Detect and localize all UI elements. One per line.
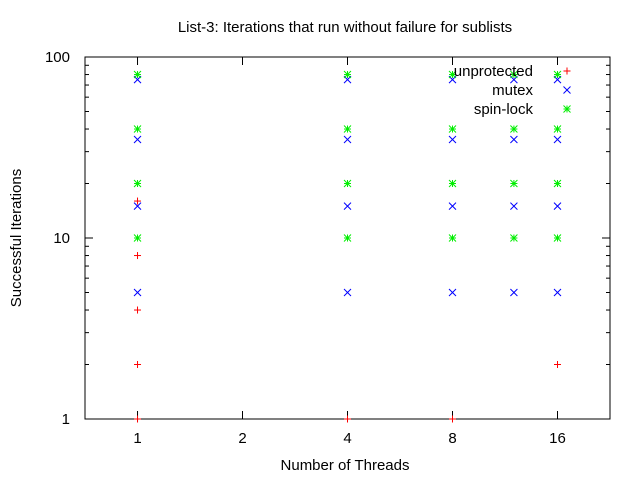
legend-marker [563,67,571,75]
spin-lock-point [133,179,142,188]
x-axis-label: Number of Threads [281,457,410,474]
spin-lock-point [343,234,352,242]
mutex-point [448,202,457,210]
mutex-point [553,135,562,144]
unprotected-point [134,306,142,314]
mutex-point [553,288,562,297]
spin-lock-point [510,125,518,133]
x-tick-label: 16 [549,430,566,447]
y-tick-label: 10 [53,230,70,247]
spin-lock-point [510,70,518,79]
spin-lock-point [343,179,352,188]
legend-marker [563,86,571,94]
mutex-point [448,135,457,144]
mutex-point [133,202,142,210]
spin-lock-point [133,125,142,133]
legend-label: spin-lock [474,101,534,118]
unprotected-point [344,415,352,423]
mutex-point [343,288,352,297]
spin-lock-point [343,70,352,79]
legend: unprotected mutex spin-lock [454,63,571,118]
unprotected-point [134,415,142,423]
mutex-point [133,288,142,297]
unprotected-point [134,197,142,205]
spin-lock-point [448,234,457,242]
spin-lock-point [133,234,142,242]
data-points [133,70,562,423]
y-tick-label: 1 [62,411,70,428]
y-axis: 1 10 100 [45,49,610,428]
spin-lock-point [448,125,457,133]
mutex-point [448,288,457,297]
mutex-point [510,288,518,297]
x-tick-label: 1 [133,430,141,447]
spin-lock-point [448,70,457,79]
spin-lock-point [553,234,562,242]
legend-label: mutex [492,82,533,99]
y-axis-label: Successful Iterations [8,169,25,307]
spin-lock-point [553,70,562,79]
spin-lock-point [510,234,518,242]
y-tick-label: 100 [45,49,70,66]
mutex-point [343,135,352,144]
unprotected-point [448,415,456,423]
unprotected-point [134,252,142,260]
spin-lock-point [133,70,142,79]
unprotected-point [134,361,142,369]
x-tick-label: 8 [448,430,456,447]
x-tick-label: 4 [343,430,351,447]
mutex-point [343,202,352,210]
mutex-point [133,135,142,144]
chart-title: List-3: Iterations that run without fail… [178,19,512,36]
spin-lock-point [510,179,518,188]
spin-lock-point [448,179,457,188]
spin-lock-point [343,125,352,133]
mutex-point [553,202,562,210]
mutex-point [510,202,518,210]
x-tick-label: 2 [238,430,246,447]
spin-lock-point [553,179,562,188]
legend-marker [563,105,571,113]
mutex-point [510,135,518,144]
legend-label: unprotected [454,63,533,80]
spin-lock-point [553,125,562,133]
x-axis: 1 2 4 8 16 [133,57,566,447]
unprotected-point [553,361,561,369]
